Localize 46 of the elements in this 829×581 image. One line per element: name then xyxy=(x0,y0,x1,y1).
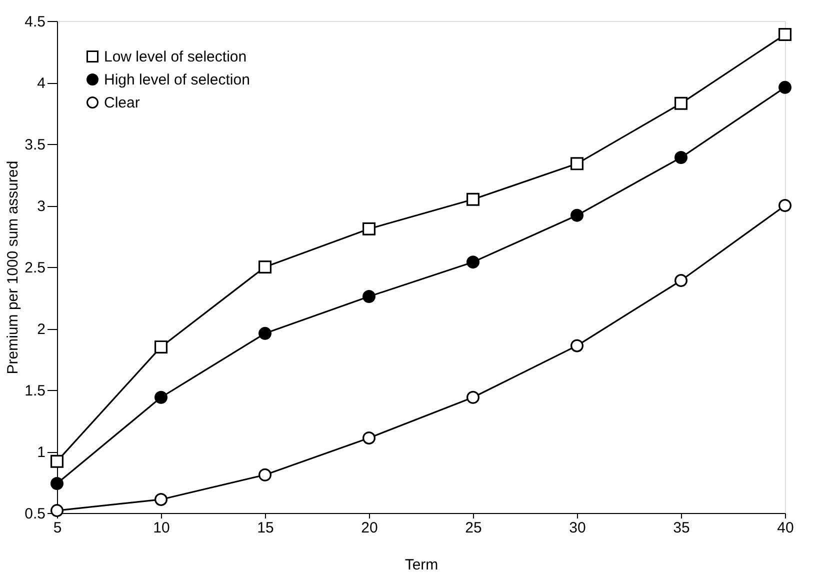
point xyxy=(258,326,272,340)
legend-label: High level of selection xyxy=(104,72,250,88)
point xyxy=(674,274,688,288)
y-axis-title: Premium per 1000 sum assured xyxy=(4,160,22,374)
point xyxy=(50,454,64,468)
y-tick-label: 3.5 xyxy=(24,136,46,154)
point xyxy=(362,222,376,236)
y-tick-label: 3 xyxy=(37,198,46,215)
point xyxy=(50,504,64,518)
x-tick-label: 5 xyxy=(53,520,62,536)
point xyxy=(466,192,480,206)
point xyxy=(154,492,168,506)
y-tick-label: 4.5 xyxy=(24,14,46,30)
y-tick-label: 1.5 xyxy=(24,382,46,400)
legend-label: Clear xyxy=(104,94,140,112)
point xyxy=(570,339,584,352)
point xyxy=(674,96,688,110)
point xyxy=(570,208,584,222)
point xyxy=(778,28,792,42)
x-tick-label: 10 xyxy=(153,520,170,536)
point xyxy=(778,199,792,212)
point xyxy=(778,80,792,94)
x-tick-label: 20 xyxy=(361,520,378,536)
point xyxy=(154,340,168,354)
x-tick-label: 35 xyxy=(673,520,690,536)
legend-label: Low level of selection xyxy=(104,48,247,66)
point xyxy=(154,390,168,404)
x-tick-label: 25 xyxy=(465,520,482,536)
point xyxy=(466,390,480,404)
x-tick-label: 30 xyxy=(569,520,586,536)
point xyxy=(674,151,688,164)
y-tick-label: 4 xyxy=(37,75,46,92)
point xyxy=(362,431,376,444)
point xyxy=(50,476,64,490)
point xyxy=(362,290,376,304)
y-tick-label: 1 xyxy=(37,444,46,461)
point xyxy=(258,260,272,274)
y-tick-label: 0.5 xyxy=(24,506,46,522)
point xyxy=(258,468,272,482)
point xyxy=(570,157,584,170)
x-axis-title: Term xyxy=(404,556,438,574)
y-tick-label: 2.5 xyxy=(24,260,46,276)
y-tick-label: 2 xyxy=(37,321,46,338)
x-tick-label: 15 xyxy=(257,520,274,536)
point xyxy=(466,256,480,269)
x-tick-label: 40 xyxy=(777,520,794,536)
